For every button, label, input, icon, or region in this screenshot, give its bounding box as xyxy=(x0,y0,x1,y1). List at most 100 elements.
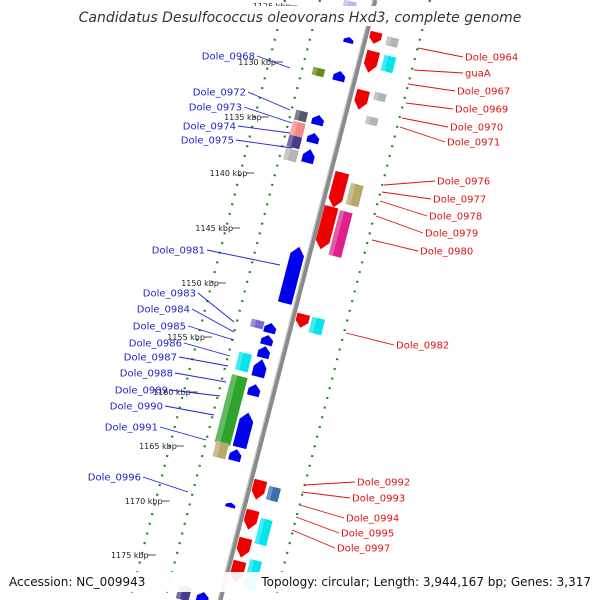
gene-label-right[interactable]: Dole_0994 xyxy=(346,514,399,525)
gene-label-left[interactable]: Dole_0981 xyxy=(152,246,205,257)
tick-label: 1175 kbp xyxy=(111,551,149,560)
gene-label-right[interactable]: Dole_0982 xyxy=(396,341,449,352)
gene-dole-0976 xyxy=(328,170,350,208)
gene-guaA xyxy=(363,49,381,73)
gene-dole-0991 xyxy=(228,449,242,463)
topology-text: Topology: circular; Length: 3,944,167 bp… xyxy=(260,575,591,589)
gene-label-right[interactable]: Dole_0971 xyxy=(447,138,500,149)
gene-labels: Dole_0968 Dole_0972 Dole_0973 Dole_0974 Dole… xyxy=(88,52,518,555)
feature-0995-box xyxy=(254,517,273,547)
gene-label-left[interactable]: Dole_0986 xyxy=(129,339,182,350)
gene-label-right[interactable]: Dole_0979 xyxy=(425,229,478,240)
gene-dole-0972 xyxy=(310,115,324,127)
gene-dole-0964 xyxy=(369,30,383,44)
leader-right xyxy=(383,180,436,186)
gene-label-right[interactable]: Dole_0992 xyxy=(357,478,410,489)
leader-right xyxy=(417,47,464,58)
leader-left xyxy=(206,249,281,266)
gene-dole-0995 xyxy=(243,508,260,530)
feature-guaA-box xyxy=(380,54,397,74)
leader-left xyxy=(159,426,207,441)
gene-label-left[interactable]: Dole_0988 xyxy=(120,369,173,380)
feature-0968-box xyxy=(311,66,326,78)
gene-label-left[interactable]: Dole_0990 xyxy=(110,402,163,413)
tick-label: 1140 kbp xyxy=(210,169,248,178)
feature-0991-box xyxy=(212,440,230,460)
leader-right xyxy=(291,529,336,549)
gene-label-right[interactable]: Dole_0977 xyxy=(433,195,486,206)
tick-label: 1160 kbp xyxy=(153,388,191,397)
leader-left xyxy=(164,405,215,416)
gene-label-right[interactable]: Dole_0980 xyxy=(420,247,473,258)
gene-label-right[interactable]: Dole_0976 xyxy=(437,177,490,188)
gene-label-left[interactable]: Dole_0972 xyxy=(193,88,246,99)
gene-dole-0975 xyxy=(301,149,315,165)
gene-label-left[interactable]: Dole_0975 xyxy=(181,136,234,147)
tick-label: 1170 kbp xyxy=(125,497,163,506)
feature-0987-box xyxy=(234,351,253,373)
gene-label-left[interactable]: Dole_0989 xyxy=(115,386,168,397)
leader-left xyxy=(243,106,293,124)
gene-dole-0982 xyxy=(295,312,311,328)
gene-dole-0985 xyxy=(260,335,274,347)
leader-right xyxy=(405,102,454,110)
gene-label-left[interactable]: Dole_0983 xyxy=(143,289,196,300)
feature-0973-box xyxy=(289,120,306,140)
leader-right xyxy=(379,200,428,217)
feature-0982-box xyxy=(308,316,326,336)
gene-label-right[interactable]: guaA xyxy=(465,69,491,80)
tick-label: 1150 kbp xyxy=(181,279,219,288)
gene-label-left[interactable]: Dole_0985 xyxy=(133,322,186,333)
leader-right xyxy=(401,117,449,128)
leader-left xyxy=(187,325,235,341)
gene-dole-0979 xyxy=(315,204,339,250)
gene-label-left[interactable]: Dole_0968 xyxy=(202,52,255,63)
gene-dole-0990 xyxy=(232,412,254,450)
leader-right xyxy=(345,332,395,346)
gene-bottom xyxy=(195,592,209,600)
label-leader-lines xyxy=(142,47,464,549)
feature-0977-box xyxy=(345,182,364,208)
gene-label-right[interactable]: Dole_0969 xyxy=(455,105,508,116)
feature-0989-box xyxy=(214,374,248,446)
leader-right xyxy=(299,504,345,519)
leader-left xyxy=(174,372,227,383)
gene-dole-0989 xyxy=(246,384,261,398)
gene-label-left[interactable]: Dole_0991 xyxy=(105,423,158,434)
gene-label-right[interactable]: Dole_0997 xyxy=(337,544,390,555)
backbone-line xyxy=(217,0,378,600)
gene-dole-0965 xyxy=(343,37,354,45)
leader-left xyxy=(256,55,291,69)
leader-left xyxy=(178,356,229,367)
leader-left xyxy=(237,125,291,134)
leader-left xyxy=(169,389,221,397)
gene-label-right[interactable]: Dole_0993 xyxy=(352,494,405,505)
gene-label-right[interactable]: Dole_0970 xyxy=(450,123,503,134)
gene-label-right[interactable]: Dole_0995 xyxy=(341,529,394,540)
gene-dole-0968 xyxy=(332,71,346,83)
tick-label: 1135 kbp xyxy=(224,113,262,122)
gene-dole-0996 xyxy=(225,502,236,509)
backbone-highlight xyxy=(217,0,374,600)
gene-label-right[interactable]: Dole_0967 xyxy=(457,87,510,98)
feature-0964-box xyxy=(385,36,400,48)
gene-label-left[interactable]: Dole_0973 xyxy=(189,103,242,114)
leader-left xyxy=(197,292,235,323)
title-backdrop xyxy=(80,6,520,26)
gene-dole-0997 xyxy=(236,536,253,558)
leader-right xyxy=(413,69,464,74)
gene-dole-0984 xyxy=(263,323,277,335)
gene-dole-0981 xyxy=(277,246,305,305)
feature-0980-box xyxy=(328,210,353,258)
feature-0975-box xyxy=(283,147,299,163)
gene-label-right[interactable]: Dole_0964 xyxy=(465,53,518,64)
gene-label-left[interactable]: Dole_0996 xyxy=(88,473,141,484)
gene-label-left[interactable]: Dole_0984 xyxy=(137,305,190,316)
gene-label-right[interactable]: Dole_0978 xyxy=(429,212,482,223)
gene-dole-0988 xyxy=(251,359,267,379)
gene-label-left[interactable]: Dole_0974 xyxy=(183,122,236,133)
leader-right xyxy=(295,516,340,534)
gene-label-left[interactable]: Dole_0987 xyxy=(124,353,177,364)
